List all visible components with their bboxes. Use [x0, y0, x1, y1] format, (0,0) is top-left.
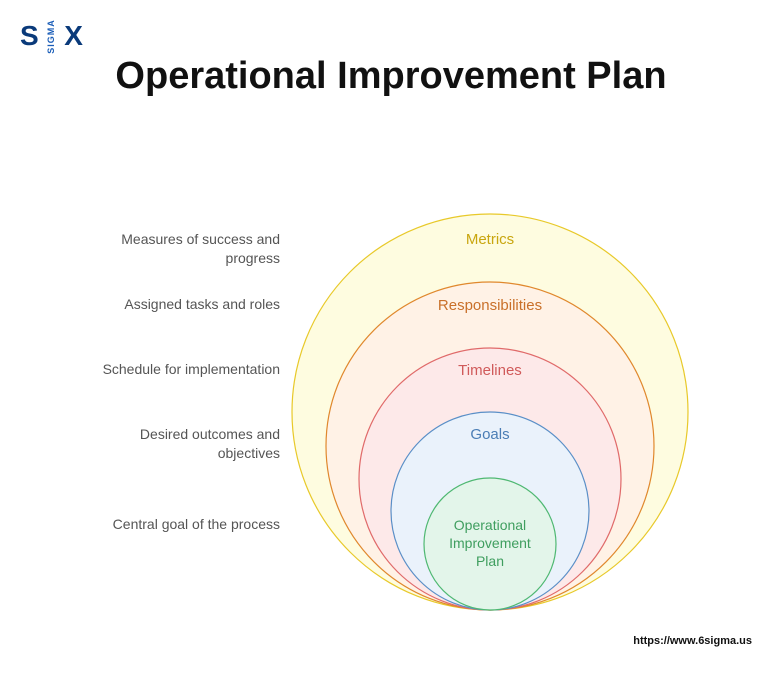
ring-label-responsibilities: Responsibilities: [390, 297, 590, 314]
nested-circles-diagram: [0, 0, 782, 687]
ring-desc-responsibilities: Assigned tasks and roles: [80, 295, 280, 314]
ring-label-goals: Goals: [390, 426, 590, 443]
ring-desc-center: Central goal of the process: [80, 515, 280, 534]
ring-desc-goals: Desired outcomes and objectives: [80, 425, 280, 463]
footer-url: https://www.6sigma.us: [633, 635, 752, 647]
ring-label-center: Operational Improvement Plan: [437, 516, 543, 571]
ring-desc-metrics: Measures of success and progress: [80, 230, 280, 268]
ring-label-metrics: Metrics: [390, 231, 590, 248]
ring-desc-timelines: Schedule for implementation: [80, 360, 280, 379]
ring-label-timelines: Timelines: [390, 362, 590, 379]
